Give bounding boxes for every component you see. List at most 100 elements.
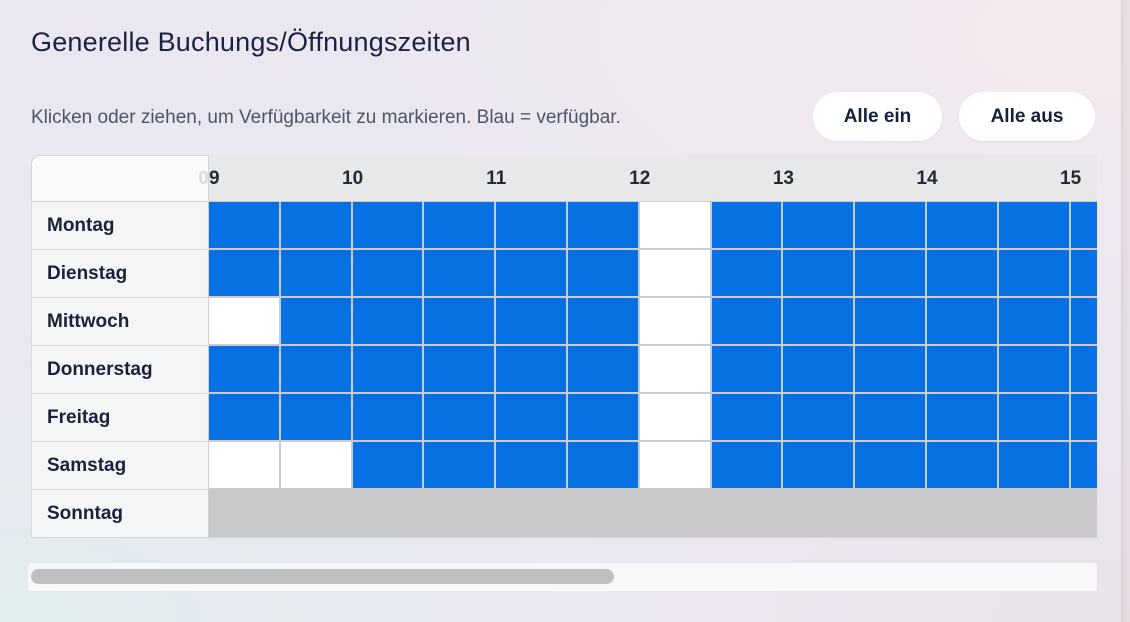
slot-cell[interactable] — [496, 442, 568, 490]
all-on-button[interactable]: Alle ein — [813, 92, 942, 141]
slot-cell[interactable] — [567, 202, 640, 250]
slot-cell[interactable] — [280, 202, 353, 250]
slot-cell[interactable] — [567, 298, 640, 346]
hour-label: 14 — [916, 168, 938, 189]
slot-cell[interactable] — [280, 346, 353, 394]
slot-cell[interactable] — [496, 346, 568, 394]
horizontal-scrollbar-thumb[interactable] — [31, 569, 614, 584]
slot-cell[interactable] — [496, 202, 568, 250]
slot-cell[interactable] — [1070, 394, 1097, 442]
slot-cell[interactable] — [280, 298, 353, 346]
day-label: Mittwoch — [31, 298, 209, 346]
slot-cell[interactable] — [424, 250, 497, 298]
slot-cell[interactable] — [280, 250, 353, 298]
slot-cell[interactable] — [926, 394, 999, 442]
slot-cell[interactable] — [711, 394, 784, 442]
slot-cell[interactable] — [280, 442, 353, 490]
slot-cell[interactable] — [209, 346, 281, 394]
slot-cell[interactable] — [711, 346, 784, 394]
day-label: Samstag — [31, 442, 209, 490]
slot-cell[interactable] — [855, 394, 927, 442]
slot-cell[interactable] — [998, 346, 1071, 394]
day-slot-strip — [209, 346, 1097, 394]
day-row: Samstag — [31, 442, 1097, 490]
slot-cell[interactable] — [639, 346, 712, 394]
slot-cell[interactable] — [855, 442, 927, 490]
slot-cell[interactable] — [352, 202, 425, 250]
hour-label: 15 — [1060, 168, 1082, 189]
slot-cell[interactable] — [209, 394, 281, 442]
slot-cell[interactable] — [424, 298, 497, 346]
slot-cell[interactable] — [496, 394, 568, 442]
slot-cell[interactable] — [639, 202, 712, 250]
slot-cell[interactable] — [926, 346, 999, 394]
slot-cell[interactable] — [424, 202, 497, 250]
slot-cell[interactable] — [998, 250, 1071, 298]
slot-cell[interactable] — [711, 442, 784, 490]
horizontal-scrollbar-track[interactable] — [28, 563, 1097, 591]
day-slot-strip — [209, 250, 1097, 298]
day-row: Montag — [31, 202, 1097, 250]
slot-cell[interactable] — [998, 202, 1071, 250]
slot-cell[interactable] — [496, 298, 568, 346]
slot-cell[interactable] — [998, 394, 1071, 442]
slot-cell[interactable] — [639, 394, 712, 442]
slot-cell[interactable] — [783, 442, 856, 490]
slot-cell[interactable] — [567, 250, 640, 298]
slot-cell[interactable] — [711, 202, 784, 250]
slot-cell[interactable] — [424, 346, 497, 394]
hour-label: 12 — [629, 168, 651, 189]
slot-cell[interactable] — [926, 298, 999, 346]
slot-cell[interactable] — [711, 298, 784, 346]
slot-cell[interactable] — [1070, 298, 1097, 346]
slot-cell[interactable] — [567, 442, 640, 490]
day-row: Donnerstag — [31, 346, 1097, 394]
slot-cell[interactable] — [1070, 250, 1097, 298]
slot-cell[interactable] — [280, 394, 353, 442]
grid-corner-cell — [31, 155, 209, 202]
slot-cell[interactable] — [711, 250, 784, 298]
slot-cell[interactable] — [209, 298, 281, 346]
slot-cell[interactable] — [352, 442, 425, 490]
day-slot-strip — [209, 298, 1097, 346]
slot-cell[interactable] — [998, 442, 1071, 490]
slot-cell[interactable] — [352, 394, 425, 442]
slot-cell[interactable] — [855, 250, 927, 298]
slot-cell[interactable] — [783, 394, 856, 442]
slot-cell[interactable] — [567, 346, 640, 394]
slot-cell[interactable] — [639, 298, 712, 346]
slot-cell[interactable] — [424, 442, 497, 490]
slot-cell[interactable] — [1070, 346, 1097, 394]
slot-cell[interactable] — [855, 202, 927, 250]
slot-cell[interactable] — [926, 250, 999, 298]
slot-cell[interactable] — [855, 346, 927, 394]
slot-cell[interactable] — [783, 298, 856, 346]
day-slot-strip — [209, 394, 1097, 442]
day-row: Freitag — [31, 394, 1097, 442]
instructions-text: Klicken oder ziehen, um Verfügbarkeit zu… — [31, 107, 621, 128]
slot-cell[interactable] — [783, 250, 856, 298]
day-label: Freitag — [31, 394, 209, 442]
slot-cell[interactable] — [352, 346, 425, 394]
slot-cell[interactable] — [855, 298, 927, 346]
day-label: Donnerstag — [31, 346, 209, 394]
slot-cell[interactable] — [639, 442, 712, 490]
slot-cell[interactable] — [926, 442, 999, 490]
slot-cell[interactable] — [639, 250, 712, 298]
slot-cell[interactable] — [352, 298, 425, 346]
slot-cell[interactable] — [352, 250, 425, 298]
slot-cell[interactable] — [209, 202, 281, 250]
slot-cell[interactable] — [998, 298, 1071, 346]
slot-cell[interactable] — [209, 442, 281, 490]
slot-cell[interactable] — [783, 346, 856, 394]
slot-cell[interactable] — [496, 250, 568, 298]
slot-cell[interactable] — [1070, 202, 1097, 250]
all-off-button[interactable]: Alle aus — [959, 92, 1095, 141]
slot-cell[interactable] — [567, 394, 640, 442]
slot-cell[interactable] — [209, 250, 281, 298]
slot-cell[interactable] — [783, 202, 856, 250]
slot-cell[interactable] — [926, 202, 999, 250]
slot-cell[interactable] — [1070, 442, 1097, 490]
slot-cell[interactable] — [424, 394, 497, 442]
